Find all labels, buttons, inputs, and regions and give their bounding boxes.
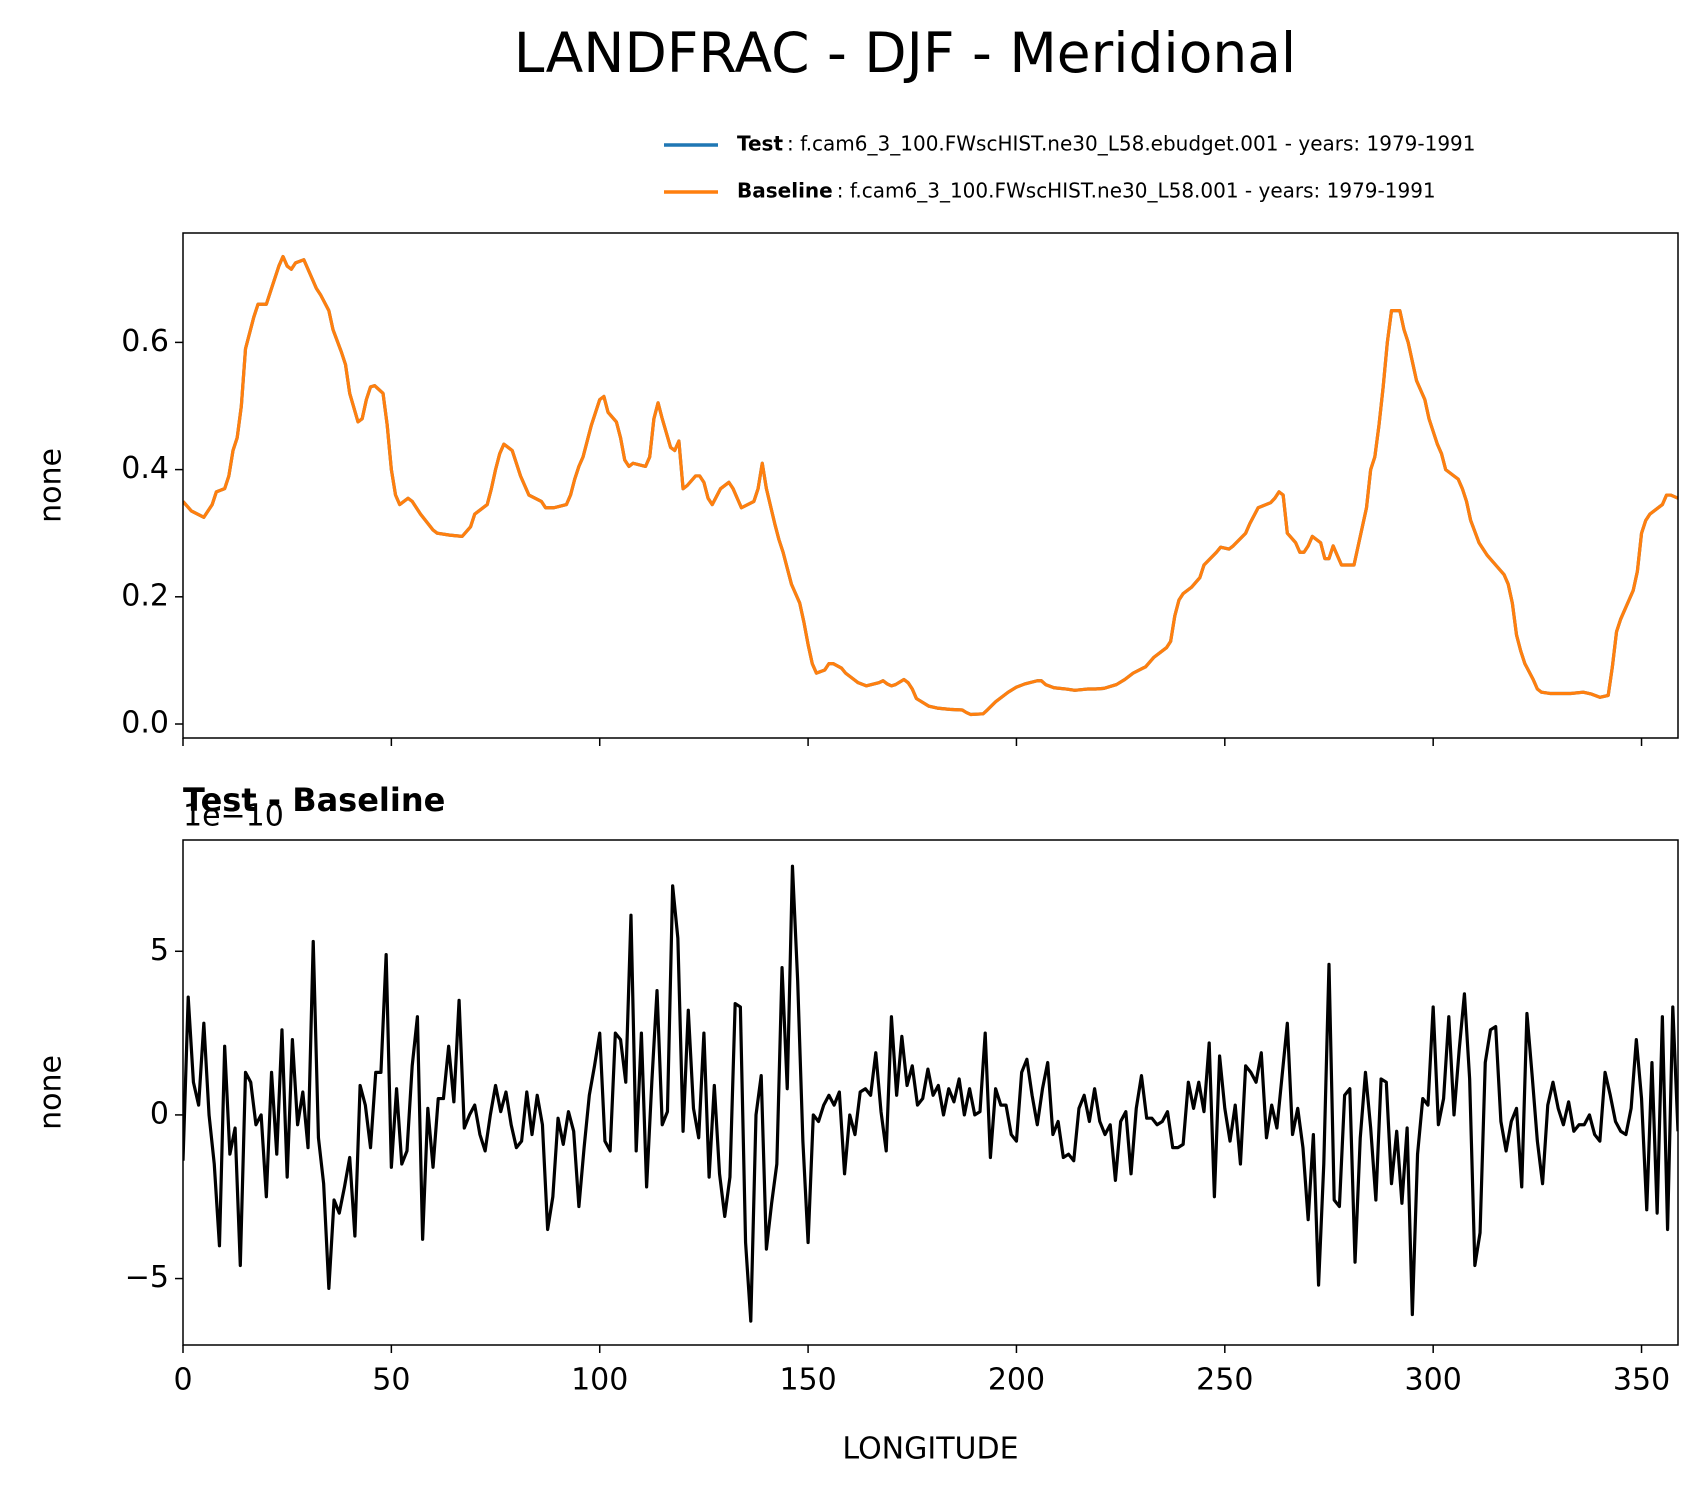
legend-label: : f.cam6_3_100.FWscHIST.ne30_L58.001 - y…: [837, 179, 1436, 203]
x-tick-label: 350: [1613, 1363, 1670, 1398]
axes-frame: [182, 839, 1679, 1346]
figure-title: LANDFRAC - DJF - Meridional: [514, 21, 1296, 85]
subplot-title: Test - Baseline: [183, 781, 445, 819]
x-tick-label: 150: [779, 1363, 836, 1398]
x-tick-label: 100: [571, 1363, 628, 1398]
y-axis-label: none: [34, 1055, 69, 1130]
y-tick-label: 5: [150, 933, 169, 968]
y-axis-label: none: [34, 448, 69, 523]
y-tick-label: 0.2: [121, 578, 169, 613]
series-line: [183, 864, 1678, 1323]
y-tick-label: 0.4: [121, 451, 169, 486]
y-tick-label: 0.0: [121, 706, 169, 741]
x-tick-label: 50: [372, 1363, 410, 1398]
y-tick-label: 0: [150, 1096, 169, 1131]
offset-text: 1e−10: [183, 799, 284, 834]
y-tick-label: −5: [125, 1260, 169, 1295]
y-tick-label: 0.6: [121, 324, 169, 359]
legend-name: Baseline: [737, 179, 833, 203]
legend-label: : f.cam6_3_100.FWscHIST.ne30_L58.ebudget…: [787, 132, 1476, 156]
x-tick-label: 300: [1405, 1363, 1462, 1398]
x-axis-label: LONGITUDE: [842, 1432, 1018, 1467]
series-line: [183, 254, 1678, 717]
legend-name: Test: [737, 132, 783, 156]
x-tick-label: 200: [988, 1363, 1045, 1398]
axes-frame: [182, 232, 1679, 739]
x-tick-label: 0: [173, 1363, 192, 1398]
x-tick-label: 250: [1196, 1363, 1253, 1398]
